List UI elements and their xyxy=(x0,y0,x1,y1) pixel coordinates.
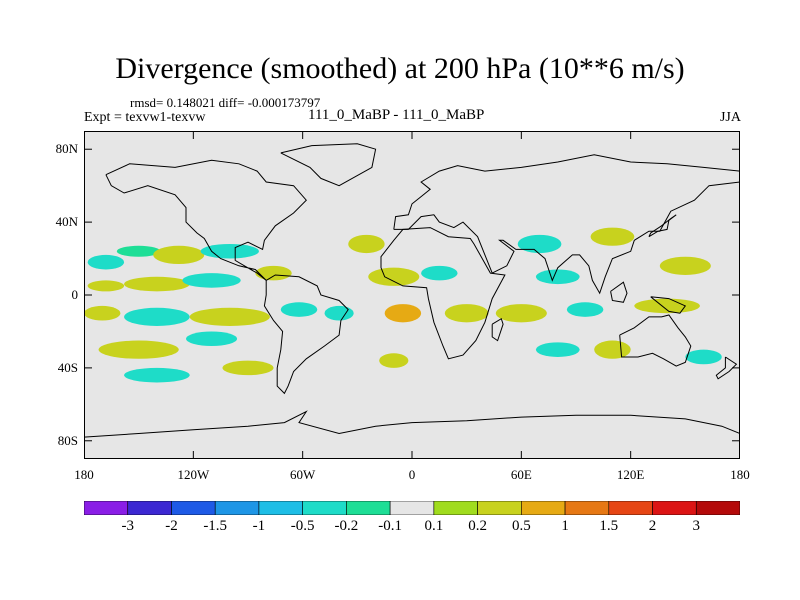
colorbar-swatch-0 xyxy=(84,501,129,515)
colorbar-label-1: -2 xyxy=(165,518,178,534)
field-contour-27 xyxy=(495,304,547,323)
field-contour-23 xyxy=(517,234,562,254)
y-tick-label-1: 40N xyxy=(55,214,78,230)
field-contour-0 xyxy=(87,254,125,270)
field-contour-31 xyxy=(594,340,631,359)
field-contour-32 xyxy=(685,349,722,365)
field-contour-2 xyxy=(153,245,205,265)
field-contour-7 xyxy=(255,265,292,281)
colorbar-swatch-6 xyxy=(346,501,391,515)
colorbar-swatch-1 xyxy=(127,501,172,515)
colorbar-swatch-8 xyxy=(433,501,478,515)
experiment-label: Expt = texvw1-texvw xyxy=(84,110,206,125)
plot-area xyxy=(84,131,740,459)
plot-frame xyxy=(84,131,740,459)
coastline-new-zealand xyxy=(715,356,738,380)
field-contour-3 xyxy=(200,243,259,259)
field-contour-17 xyxy=(368,267,420,286)
colorbar-label-8: 0.2 xyxy=(468,518,487,534)
colorbar-swatch-2 xyxy=(171,501,216,515)
field-contour-4 xyxy=(87,280,125,292)
colorbar-label-11: 1.5 xyxy=(599,518,619,534)
field-contour-11 xyxy=(280,302,318,317)
colorbar-swatch-11 xyxy=(564,501,610,515)
field-contour-28 xyxy=(566,302,604,317)
colorbar-label-10: 1 xyxy=(561,518,569,534)
field-contour-20 xyxy=(384,304,422,323)
y-tick-label-2: 0 xyxy=(71,287,79,302)
colorbar-label-4: -0.5 xyxy=(290,518,315,534)
field-contours xyxy=(84,227,722,383)
field-contour-10 xyxy=(189,307,270,326)
y-tick-label-3: 40S xyxy=(57,359,78,375)
field-contour-16 xyxy=(348,234,385,254)
colorbar-label-6: -0.1 xyxy=(378,518,402,534)
x-tick-label-2: 60W xyxy=(290,467,316,482)
x-tick-label-5: 120E xyxy=(616,467,645,482)
field-contour-12 xyxy=(98,340,179,359)
field-contour-24 xyxy=(590,227,635,246)
colorbar-swatch-13 xyxy=(652,501,697,515)
colorbar-swatch-10 xyxy=(521,501,566,515)
x-tick-label-3: 0 xyxy=(408,467,416,482)
coastline-africa xyxy=(380,227,506,360)
coastline-greenland xyxy=(280,143,377,187)
plot-background xyxy=(84,131,740,459)
coastline-new-guinea xyxy=(650,296,687,314)
case-label: 111_0_MaBP - 111_0_MaBP xyxy=(308,107,485,123)
x-tick-label-0: 180 xyxy=(74,467,94,482)
field-contour-5 xyxy=(124,276,190,292)
colorbar-label-2: -1.5 xyxy=(203,518,228,534)
field-contour-13 xyxy=(186,331,238,347)
colorbar-swatch-5 xyxy=(302,501,347,515)
coastlines xyxy=(84,143,740,438)
field-contour-8 xyxy=(84,305,121,321)
coastline-japan xyxy=(648,214,677,238)
field-contour-21 xyxy=(444,304,489,323)
y-tick-label-0: 80N xyxy=(55,141,78,157)
x-tick-label-1: 120W xyxy=(177,467,210,482)
field-contour-22 xyxy=(379,353,409,368)
field-contour-19 xyxy=(324,305,354,321)
colorbar-label-3: -1 xyxy=(252,518,266,534)
coastline-antarctica xyxy=(84,410,740,438)
colorbar-swatch-12 xyxy=(608,501,653,515)
axis-ticks xyxy=(84,131,740,459)
field-contour-14 xyxy=(124,367,190,383)
y-tick-label-4: 80S xyxy=(57,432,78,448)
coastline-eurasia xyxy=(393,154,740,295)
colorbar-label-13: 3 xyxy=(692,518,701,534)
colorbar xyxy=(84,501,740,515)
x-tick-label-4: 60E xyxy=(510,467,532,482)
colorbar-label-0: -3 xyxy=(121,518,134,534)
field-contour-18 xyxy=(421,265,458,281)
colorbar-label-7: 0.1 xyxy=(424,518,444,534)
chart-title: Divergence (smoothed) at 200 hPa (10**6 … xyxy=(115,52,685,85)
field-contour-6 xyxy=(182,273,241,288)
coastline-australia xyxy=(619,314,692,367)
field-contour-9 xyxy=(124,307,190,326)
field-contour-25 xyxy=(535,269,580,285)
colorbar-swatch-9 xyxy=(477,501,522,515)
colorbar-label-9: 0.5 xyxy=(511,518,531,534)
colorbar-label-12: 2 xyxy=(648,518,657,534)
x-tick-label-6: 180 xyxy=(730,467,750,482)
field-contour-15 xyxy=(222,360,274,376)
coastline-north-america xyxy=(105,159,307,281)
coastline-borneo xyxy=(610,281,628,303)
colorbar-swatch-7 xyxy=(389,501,435,515)
season-label: JJA xyxy=(719,110,741,125)
colorbar-swatch-14 xyxy=(695,501,740,515)
field-contour-29 xyxy=(634,298,700,314)
field-contour-26 xyxy=(659,256,711,275)
field-contour-30 xyxy=(535,342,580,357)
coastline-madagascar xyxy=(491,317,504,342)
stats-text: rmsd= 0.148021 diff= -0.000173797 xyxy=(130,95,321,110)
field-contour-1 xyxy=(116,245,161,257)
colorbar-label-5: -0.2 xyxy=(334,518,359,534)
colorbar-swatch-4 xyxy=(258,501,303,515)
colorbar-swatch-3 xyxy=(214,501,260,515)
coastline-south-america xyxy=(263,274,349,395)
